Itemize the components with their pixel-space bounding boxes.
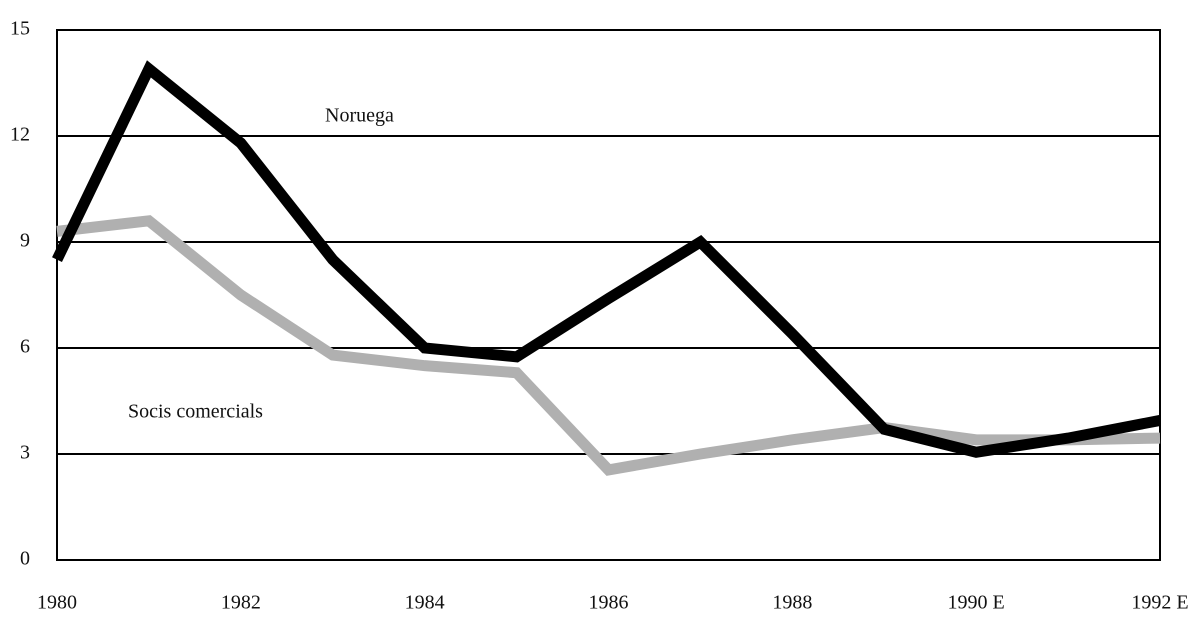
x-tick-label: 1982 [221,592,261,614]
series-label: Noruega [325,105,394,127]
y-tick-label: 12 [10,124,30,146]
y-tick-label: 6 [20,336,30,358]
x-tick-label: 1984 [405,592,445,614]
y-tick-label: 9 [20,230,30,252]
x-tick-label: 1988 [772,592,812,614]
x-tick-label: 1980 [37,592,77,614]
series-label: Socis comercials [128,401,263,423]
y-tick-label: 15 [10,18,30,40]
line [56,215,1161,476]
x-tick-label: 1992 E [1131,592,1188,614]
y-tick-label: 0 [20,548,30,570]
y-tick-label: 3 [20,442,30,464]
x-tick-label: 1990 E [948,592,1005,614]
x-tick-label: 1986 [589,592,629,614]
line [52,60,1162,458]
